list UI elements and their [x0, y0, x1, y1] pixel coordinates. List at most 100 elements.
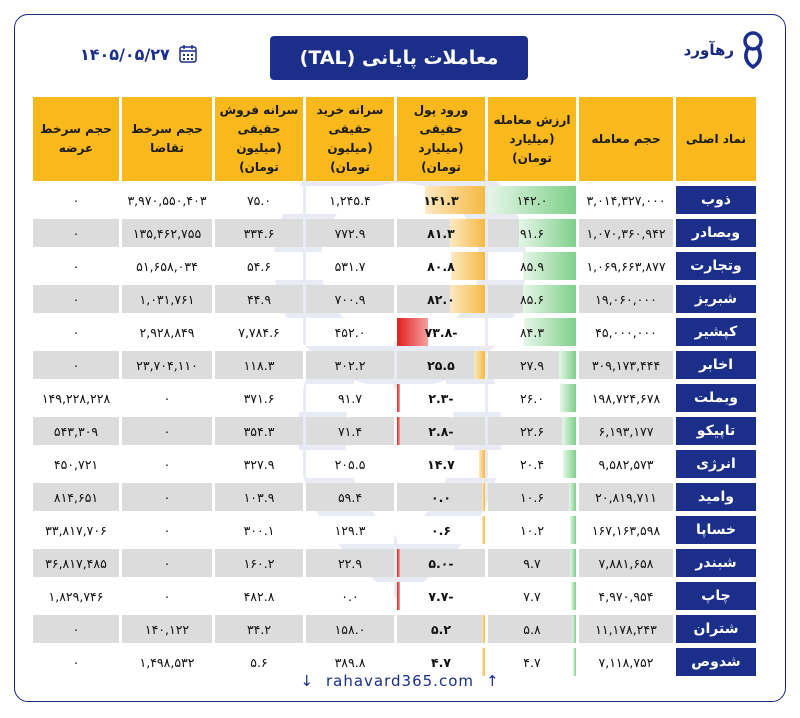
cell-ask-queue-text: ۳۳,۸۱۷,۷۰۶ — [45, 522, 107, 538]
cell-buy-per-capita-text: ۰.۰ — [341, 588, 359, 604]
cell-money-flow: ۲۵.۵ — [397, 351, 485, 379]
cell-symbol-text: شتران — [693, 621, 739, 637]
cell-sell-per-capita: ۴۸۲.۸ — [215, 582, 303, 610]
brand-mark-icon — [743, 31, 763, 70]
cell-money-flow-text: ۱۴۱.۳ — [423, 192, 459, 208]
cell-volume: ۳,۰۱۴,۳۲۷,۰۰۰ — [579, 186, 673, 214]
table-row: وبصادر ۱,۰۷۰,۳۶۰,۹۴۲ ۹۱.۶ ۸۱.۳ ۷۷۲.۹ ۳۳۴.۶ ۱۳۵… — [33, 219, 756, 247]
cell-bid-queue-text: ۱۴۰,۱۲۲ — [144, 621, 190, 637]
cell-ask-queue-text: ۰ — [72, 357, 80, 373]
cell-bid-queue: ۰ — [122, 384, 212, 412]
cell-buy-per-capita: ۱۲۹.۳ — [306, 516, 394, 544]
table-row: اخابر ۳۰۹,۱۷۳,۴۴۴ ۲۷.۹ ۲۵.۵ ۳۰۲.۲ ۱۱۸.۳ ۲۳,۷۰۴… — [33, 351, 756, 379]
cell-symbol: شدوص — [676, 648, 756, 676]
cell-buy-per-capita-text: ۴۵۲.۰ — [334, 324, 366, 340]
cell-sell-per-capita: ۳۷۱.۶ — [215, 384, 303, 412]
cell-ask-queue: ۴۵۰,۷۲۱ — [33, 450, 119, 478]
table-row: شبندر ۷,۸۸۱,۶۵۸ ۹.۷ -۵.۰ ۲۲.۹ ۱۶۰.۲ ۰ ۳۶,۸۱۷,۴۸… — [33, 549, 756, 577]
cell-volume: ۱۶۷,۱۶۳,۵۹۸ — [579, 516, 673, 544]
cell-value-text: ۱۰.۶ — [519, 489, 545, 505]
cell-symbol-text: وامید — [698, 489, 734, 505]
cell-value: ۲۶.۰ — [488, 384, 576, 412]
table-row: چاپ ۴,۹۷۰,۹۵۴ ۷.۷ -۷.۷ ۰.۰ ۴۸۲.۸ ۰ ۱,۸۲۹,۷۴۶ — [33, 582, 756, 610]
cell-volume: ۳۰۹,۱۷۳,۴۴۴ — [579, 351, 673, 379]
cell-buy-per-capita-text: ۱۲۹.۳ — [334, 522, 366, 538]
cell-volume-text: ۳,۰۱۴,۳۲۷,۰۰۰ — [586, 192, 666, 208]
cell-bid-queue: ۱,۰۳۱,۷۶۱ — [122, 285, 212, 313]
cell-ask-queue-text: ۰ — [72, 225, 80, 241]
cell-money-flow-text: ۵.۲ — [430, 621, 451, 637]
cell-value-text: ۸۴.۳ — [519, 324, 545, 340]
cell-ask-queue: ۱۴۹,۲۲۸,۲۲۸ — [33, 384, 119, 412]
cell-bid-queue-text: ۱۳۵,۴۶۲,۷۵۵ — [132, 225, 202, 241]
header-buy-per-capita: سرانه خرید حقیقی (میلیون تومان) — [306, 97, 394, 181]
cell-buy-per-capita-text: ۱۵۸.۰ — [334, 621, 366, 637]
cell-volume-text: ۷,۱۱۸,۷۵۲ — [598, 654, 654, 670]
value-bar — [519, 219, 576, 247]
cell-symbol-text: خساپا — [695, 522, 737, 538]
date-block: ۱۴۰۵/۰۵/۲۷ — [80, 44, 198, 64]
footer-url[interactable]: rahavard365.com — [326, 672, 474, 690]
cell-ask-queue: ۰ — [33, 351, 119, 379]
value-bar — [558, 351, 576, 379]
cell-ask-queue: ۰ — [33, 219, 119, 247]
cell-sell-per-capita-text: ۵۴.۶ — [246, 258, 272, 274]
cell-ask-queue: ۰ — [33, 648, 119, 676]
cell-sell-per-capita: ۳۳۴.۶ — [215, 219, 303, 247]
cell-money-flow: ۰.۶ — [397, 516, 485, 544]
page-title: معاملات پایانی (TAL) — [270, 36, 528, 80]
cell-sell-per-capita-text: ۴۴.۹ — [246, 291, 272, 307]
cell-money-flow-text: ۱۴.۷ — [427, 456, 455, 472]
cell-symbol: کپشیر — [676, 318, 756, 346]
cell-volume: ۱۹۸,۷۲۴,۶۷۸ — [579, 384, 673, 412]
cell-buy-per-capita: ۷۷۲.۹ — [306, 219, 394, 247]
cell-volume: ۹,۵۸۲,۵۷۳ — [579, 450, 673, 478]
money-flow-bar — [482, 648, 485, 676]
cell-volume: ۱۹,۰۶۰,۰۰۰ — [579, 285, 673, 313]
cell-ask-queue: ۰ — [33, 285, 119, 313]
cell-sell-per-capita: ۱۱۸.۳ — [215, 351, 303, 379]
cell-sell-per-capita-text: ۳۳۴.۶ — [243, 225, 275, 241]
cell-buy-per-capita: ۵۹.۴ — [306, 483, 394, 511]
money-flow-bar — [482, 615, 485, 643]
cell-bid-queue: ۰ — [122, 450, 212, 478]
cell-buy-per-capita-text: ۵۹.۴ — [337, 489, 363, 505]
table-row: وامید ۲۰,۸۱۹,۷۱۱ ۱۰.۶ ۰.۰ ۵۹.۴ ۱۰۳.۹ ۰ ۸۱۴,۶۵۱ — [33, 483, 756, 511]
cell-sell-per-capita: ۳۴.۲ — [215, 615, 303, 643]
table-header-row: نماد اصلی حجم معامله ارزش معامله (میلیار… — [33, 97, 756, 181]
table-row: ذوب ۳,۰۱۴,۳۲۷,۰۰۰ ۱۴۲.۰ ۱۴۱.۳ ۱,۲۴۵.۴ ۷۵.۰ ۳,۹… — [33, 186, 756, 214]
cell-bid-queue-text: ۳,۹۷۰,۵۵۰,۴۰۳ — [127, 192, 207, 208]
cell-value: ۸۵.۹ — [488, 252, 576, 280]
cell-value: ۴.۷ — [488, 648, 576, 676]
arrow-down-icon: ↓ — [300, 672, 314, 690]
cell-ask-queue: ۵۴۳,۳۰۹ — [33, 417, 119, 445]
cell-money-flow: -۲.۳ — [397, 384, 485, 412]
cell-money-flow-text: -۲.۳ — [428, 390, 454, 406]
cell-ask-queue-text: ۰ — [72, 324, 80, 340]
value-bar — [488, 186, 576, 214]
cell-volume: ۷,۱۱۸,۷۵۲ — [579, 648, 673, 676]
cell-symbol-text: چاپ — [701, 588, 731, 604]
cell-symbol-text: شدوص — [691, 654, 741, 670]
cell-sell-per-capita: ۳۵۴.۳ — [215, 417, 303, 445]
cell-value: ۱۰.۲ — [488, 516, 576, 544]
table-row: شبریز ۱۹,۰۶۰,۰۰۰ ۸۵.۶ ۸۲.۰ ۷۰۰.۹ ۴۴.۹ ۱,۰۳۱,۷۶… — [33, 285, 756, 313]
money-flow-bar — [450, 285, 485, 313]
cell-symbol: وبملت — [676, 384, 756, 412]
cell-sell-per-capita: ۳۰۰.۱ — [215, 516, 303, 544]
cell-buy-per-capita-text: ۲۰۵.۵ — [334, 456, 366, 472]
cell-ask-queue: ۰ — [33, 186, 119, 214]
cell-symbol: شتران — [676, 615, 756, 643]
money-flow-bar — [482, 483, 485, 511]
cell-value-text: ۲۷.۹ — [519, 357, 545, 373]
header-symbol: نماد اصلی — [676, 97, 756, 181]
cell-sell-per-capita-text: ۳۵۴.۳ — [243, 423, 275, 439]
cell-bid-queue: ۲۳,۷۰۴,۱۱۰ — [122, 351, 212, 379]
cell-ask-queue: ۳۶,۸۱۷,۴۸۵ — [33, 549, 119, 577]
cell-volume: ۱,۰۶۹,۶۶۳,۸۷۷ — [579, 252, 673, 280]
cell-value: ۹۱.۶ — [488, 219, 576, 247]
cell-symbol: وامید — [676, 483, 756, 511]
cell-bid-queue: ۰ — [122, 516, 212, 544]
money-flow-bar — [397, 549, 400, 577]
cell-volume: ۴۵,۰۰۰,۰۰۰ — [579, 318, 673, 346]
